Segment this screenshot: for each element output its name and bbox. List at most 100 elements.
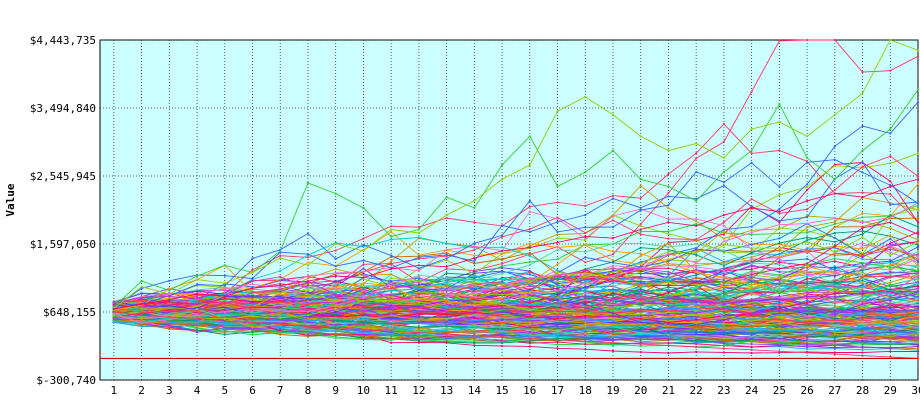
data-point — [667, 245, 670, 249]
data-point — [639, 223, 642, 226]
data-point — [916, 182, 920, 185]
data-point — [916, 275, 920, 278]
data-point — [279, 269, 282, 273]
data-point — [279, 328, 282, 331]
data-point — [889, 193, 892, 196]
data-point — [584, 284, 587, 287]
data-point — [556, 282, 559, 285]
data-point — [750, 264, 753, 267]
data-point — [833, 232, 836, 235]
data-point — [611, 273, 615, 276]
data-point — [390, 273, 393, 276]
data-point — [528, 340, 531, 343]
data-point — [750, 198, 753, 201]
data-point — [916, 245, 920, 248]
data-point — [833, 246, 836, 249]
data-point — [695, 276, 698, 279]
data-point — [528, 330, 531, 334]
data-point — [417, 226, 420, 229]
data-point — [501, 341, 504, 344]
data-point — [362, 289, 365, 292]
data-point — [528, 297, 531, 300]
data-point — [861, 271, 864, 274]
data-point — [528, 260, 531, 264]
data-point — [806, 226, 809, 229]
data-point — [750, 229, 753, 232]
data-point — [861, 71, 864, 74]
data-point — [667, 284, 670, 287]
data-point — [806, 295, 809, 298]
data-point — [639, 280, 642, 283]
data-point — [417, 338, 420, 341]
data-point — [695, 157, 698, 160]
data-point — [362, 237, 365, 240]
data-point — [916, 221, 920, 224]
data-point — [473, 276, 476, 279]
data-point — [722, 341, 726, 345]
data-point — [778, 193, 781, 196]
data-point — [806, 231, 809, 234]
data-point — [750, 285, 753, 288]
data-point — [667, 277, 670, 280]
data-point — [362, 285, 365, 288]
data-point — [916, 55, 920, 58]
data-point — [695, 152, 698, 155]
data-point — [889, 162, 892, 165]
data-point — [611, 294, 615, 297]
data-point — [556, 246, 559, 249]
data-point — [501, 264, 504, 268]
data-point — [584, 256, 587, 259]
data-point — [806, 270, 809, 273]
data-point — [501, 246, 504, 249]
data-point — [556, 258, 559, 261]
data-point — [445, 276, 448, 280]
data-point — [362, 267, 365, 270]
series-line — [113, 204, 919, 320]
data-point — [667, 237, 670, 240]
data-point — [750, 90, 753, 93]
data-point — [722, 122, 726, 126]
data-point — [833, 351, 836, 354]
data-point — [556, 343, 559, 346]
data-point — [362, 272, 365, 275]
data-point — [806, 236, 809, 239]
data-point — [639, 278, 642, 281]
data-point — [584, 329, 587, 333]
data-point — [390, 225, 393, 228]
data-point — [584, 348, 587, 351]
data-point — [806, 229, 809, 232]
data-point — [584, 300, 587, 303]
data-point — [556, 201, 559, 204]
data-point — [528, 271, 531, 274]
data-point — [279, 297, 282, 300]
data-point — [889, 180, 892, 183]
data-point — [390, 341, 393, 344]
data-point — [695, 253, 698, 256]
data-point — [528, 205, 531, 208]
data-point — [556, 269, 559, 272]
data-point — [833, 304, 836, 307]
data-point — [196, 294, 199, 298]
data-point — [639, 276, 642, 279]
data-point — [833, 236, 836, 240]
data-point — [667, 260, 670, 263]
data-point — [196, 331, 199, 334]
data-point — [861, 124, 864, 128]
data-point — [916, 225, 920, 228]
data-point — [556, 322, 559, 326]
data-point — [251, 280, 254, 283]
data-point — [750, 152, 753, 155]
data-point — [279, 254, 282, 257]
data-point — [556, 278, 559, 281]
data-point — [861, 282, 864, 285]
data-point — [695, 295, 698, 298]
series-line — [113, 313, 919, 346]
data-point — [722, 288, 726, 292]
data-point — [806, 188, 809, 191]
data-point — [501, 262, 504, 265]
data-point — [528, 289, 531, 292]
data-point — [584, 292, 587, 295]
data-point — [251, 268, 254, 271]
data-point — [695, 287, 698, 291]
